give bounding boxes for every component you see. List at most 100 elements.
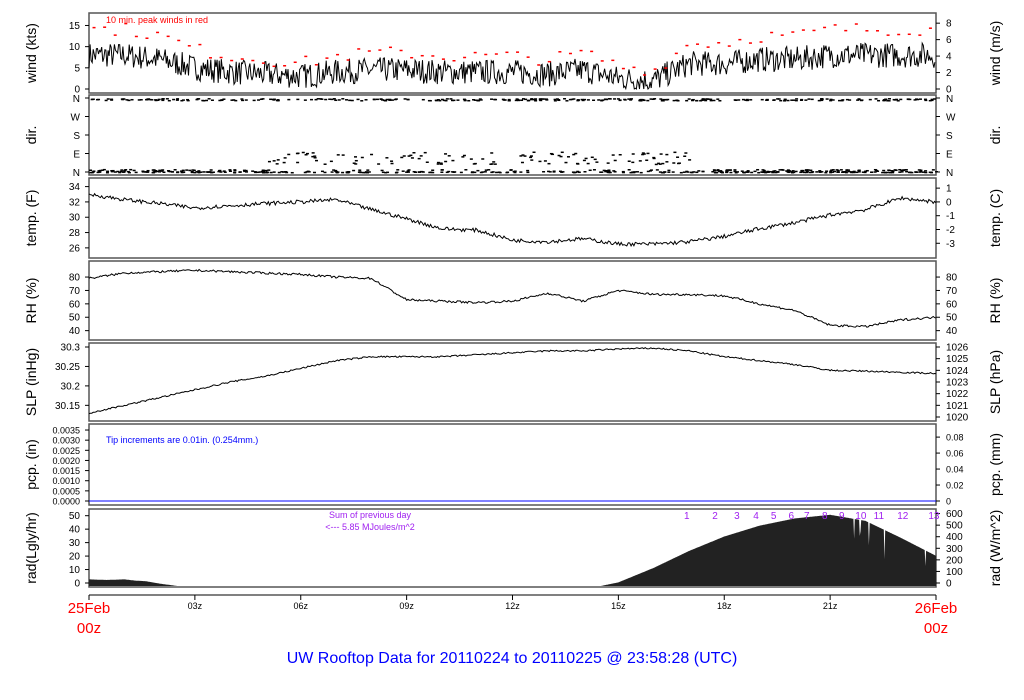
dir-point	[97, 98, 101, 101]
dir-point	[513, 171, 517, 174]
dir-point	[718, 170, 722, 173]
dir-point	[162, 171, 166, 174]
dir-point	[125, 99, 129, 101]
dir-point	[648, 170, 652, 172]
dir-point	[545, 99, 549, 101]
peak-wind-point	[145, 37, 149, 39]
dir-point	[313, 157, 317, 159]
dir-point	[360, 156, 364, 159]
dir-point	[137, 99, 141, 101]
dir-point	[406, 171, 410, 173]
dir-point	[476, 99, 480, 102]
wind-right-tick-label: 0	[946, 85, 952, 96]
peak-wind-point	[770, 31, 774, 34]
peak-wind-point	[441, 58, 445, 60]
peak-wind-point	[452, 60, 456, 62]
dir-point	[923, 98, 927, 101]
dir-point	[173, 169, 177, 171]
dir-point	[795, 98, 799, 100]
dir-point	[394, 98, 398, 100]
dir-point	[127, 171, 131, 174]
dir-point	[190, 171, 194, 174]
peak-wind-point	[357, 48, 361, 50]
dir-point	[419, 170, 423, 173]
dir-point	[786, 99, 790, 102]
dir-point	[736, 171, 740, 173]
peak-wind-point	[166, 35, 170, 38]
dir-point	[110, 98, 114, 101]
dir-point	[611, 154, 615, 156]
peak-wind-point	[727, 45, 731, 47]
dir-point	[238, 171, 242, 173]
dir-point	[490, 98, 494, 100]
dir-point	[533, 99, 537, 101]
rad-tick-label: 30	[69, 538, 81, 549]
dir-point	[410, 157, 414, 159]
dir-point	[222, 170, 226, 172]
dir-point	[810, 98, 814, 101]
dir-point	[208, 171, 212, 173]
dir-point	[230, 99, 234, 101]
dir-point	[419, 155, 423, 157]
dir-point	[275, 99, 279, 102]
dir-point	[232, 99, 236, 101]
dir-point	[576, 99, 580, 101]
dir-point	[921, 171, 925, 173]
dir-point	[768, 171, 772, 173]
dir-point	[334, 169, 338, 172]
peak-wind-point	[706, 46, 710, 48]
dir-point	[160, 170, 164, 172]
dir-point	[380, 169, 384, 172]
dir-point	[831, 99, 835, 101]
pcp-right-tick-label: 0.06	[946, 449, 964, 459]
rad-right-tick-label: 200	[946, 555, 963, 566]
dir-point	[521, 98, 525, 100]
dir-point	[527, 99, 531, 102]
dir-point	[267, 160, 271, 163]
dir-point	[545, 98, 549, 100]
dir-point	[390, 160, 394, 162]
dir-point	[356, 98, 360, 101]
dir-point	[449, 98, 453, 100]
dir-point	[555, 98, 559, 100]
peak-wind-point	[738, 38, 742, 41]
dir-point	[243, 170, 247, 173]
dir-point	[802, 171, 806, 174]
pcp-tick-label: 0.0010	[52, 476, 80, 486]
dir-point	[841, 99, 845, 101]
dir-point	[534, 98, 538, 100]
dir-point	[576, 99, 580, 102]
peak-wind-point	[198, 43, 202, 46]
dir-point	[682, 171, 686, 173]
dir-point	[701, 170, 705, 173]
x-tick-label: 12z	[505, 601, 520, 611]
dir-point	[245, 171, 249, 173]
dir-point	[113, 171, 117, 173]
dir-point	[90, 171, 94, 174]
dir-point	[476, 169, 480, 172]
peak-wind-point	[336, 53, 340, 56]
slp-panel-frame	[88, 342, 937, 422]
dir-point	[676, 99, 680, 102]
dir-point	[487, 169, 491, 171]
peak-wind-point	[516, 51, 520, 53]
temp-line	[88, 192, 937, 247]
dir-point	[581, 99, 585, 102]
peak-wind-point	[293, 61, 297, 64]
dir-point	[409, 154, 413, 157]
dir-point	[456, 99, 460, 101]
dir-point	[381, 171, 385, 174]
dir-point	[621, 171, 625, 174]
dir-point	[172, 98, 176, 101]
peak-wind-point	[346, 59, 350, 61]
dir-point	[760, 98, 764, 101]
peak-wind-point	[378, 49, 382, 51]
dir-point	[110, 170, 114, 172]
dir-point	[553, 98, 557, 101]
dir-point	[197, 170, 201, 172]
dir-point	[662, 171, 666, 174]
dir-point	[390, 162, 394, 165]
dir-point	[287, 98, 291, 101]
dir-point	[779, 99, 783, 102]
x-tick-label: 18z	[717, 601, 732, 611]
